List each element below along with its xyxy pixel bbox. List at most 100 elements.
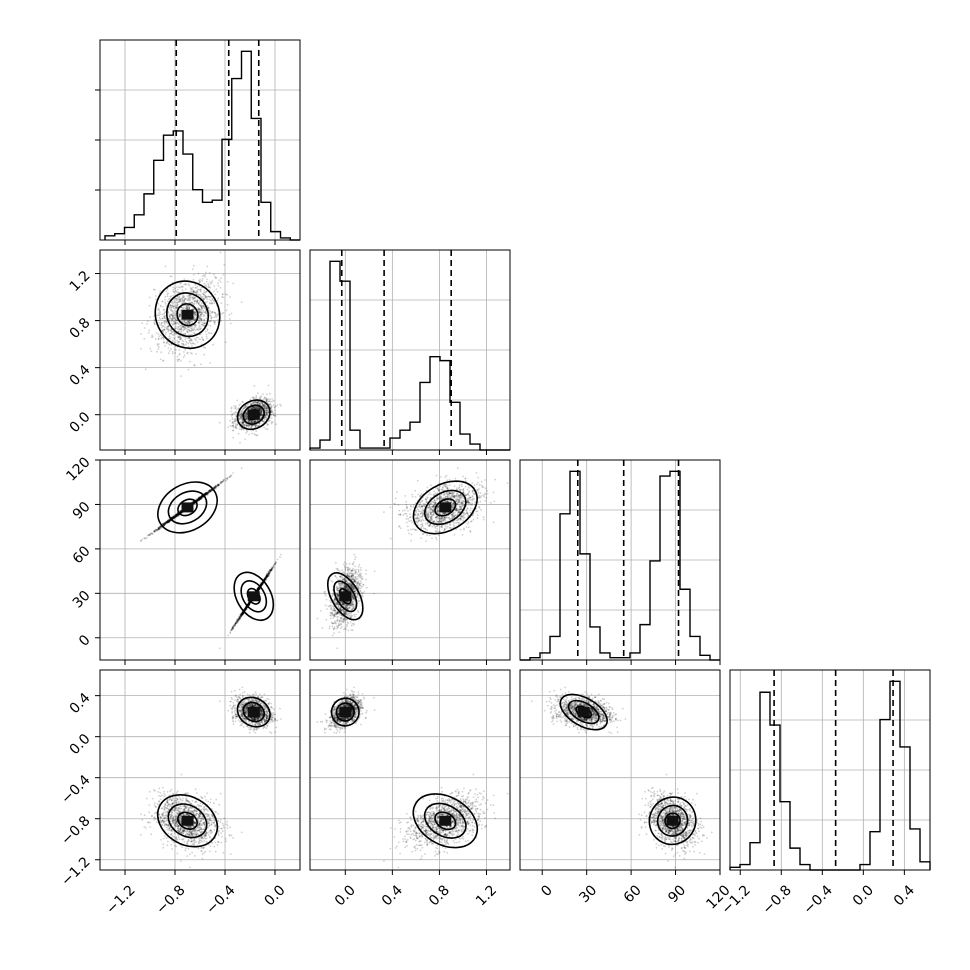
scatter-point [255,394,258,397]
scatter-point [171,312,174,314]
scatter-point [171,310,174,313]
scatter-point [226,294,229,296]
scatter-point [186,306,189,308]
scatter-point [265,399,268,402]
scatter-point [178,301,180,304]
scatter-point [171,350,174,353]
scatter-point [163,320,166,322]
scatter-point [180,342,183,345]
scatter-point [193,297,196,300]
scatter-point [211,303,213,305]
scatter-point [198,309,200,312]
scatter-point [172,330,175,333]
scatter-point [178,349,181,351]
scatter-point [218,421,221,424]
scatter-point [216,290,219,293]
scatter-point [154,338,157,341]
scatter-point [168,350,171,352]
scatter-point [172,337,175,339]
scatter-point [181,285,184,288]
scatter-point [208,286,211,289]
scatter-point [179,315,182,318]
scatter-point [193,296,196,299]
scatter-point [269,398,271,401]
scatter-point [193,501,196,504]
scatter-point [220,319,223,322]
scatter-point [232,425,234,428]
scatter-point [164,333,167,336]
scatter-point [172,317,175,319]
scatter-point [192,291,194,294]
scatter-point [239,441,241,444]
scatter-point [188,297,191,299]
scatter-point [189,295,192,298]
scatter-point [178,340,180,343]
scatter-point [251,432,254,435]
scatter-point [160,322,163,324]
scatter-point [163,341,166,344]
scatter-point [174,322,177,324]
scatter-point [200,302,203,305]
scatter-point [178,335,181,337]
scatter-point [156,343,159,346]
scatter-point [192,264,195,267]
scatter-point [205,333,208,336]
scatter-point [191,301,194,304]
scatter-point [167,347,170,349]
scatter-point [264,408,267,411]
scatter-point [172,305,175,307]
scatter-point [216,299,219,302]
scatter-point [211,311,214,314]
scatter-point [188,319,191,322]
scatter-point [182,356,185,358]
scatter-point [233,405,235,407]
scatter-point [186,307,189,310]
scatter-point [169,314,172,317]
scatter-point [162,336,165,339]
scatter-point [186,329,189,332]
scatter-point [197,329,200,331]
scatter-point [191,342,194,345]
scatter-point [174,327,177,330]
scatter-point [217,318,219,321]
scatter-point [188,306,191,309]
scatter-point [183,328,186,331]
scatter-point [166,340,169,343]
scatter-point [173,333,176,335]
scatter-point [199,289,202,292]
scatter-point [204,274,207,276]
scatter-point [188,322,191,325]
scatter-point [270,421,273,423]
scatter-point [210,302,213,305]
scatter-point [199,325,201,328]
scatter-point [240,428,243,431]
scatter-point [208,272,211,274]
scatter-point [186,319,189,322]
scatter-point [167,330,170,333]
scatter-point [143,327,146,329]
scatter-point [189,329,191,332]
scatter-point [172,291,175,293]
scatter-point [217,282,220,284]
scatter-point [274,412,276,415]
scatter-point [167,342,170,345]
scatter-point [195,302,198,305]
scatter-point [211,297,214,300]
scatter-point [211,280,214,282]
histogram-panel-0 [95,39,301,245]
scatter-point [215,276,218,279]
scatter-point [197,294,200,297]
scatter-point [161,329,164,332]
scatter-point [198,322,201,324]
scatter-point [202,346,205,349]
scatter-point [190,342,193,345]
scatter-point [213,300,216,302]
scatter-point [234,419,236,422]
scatter-point [167,325,170,328]
scatter-point [185,341,188,344]
scatter-point [172,307,175,310]
scatter-point [198,303,201,306]
scatter-point [187,321,190,323]
scatter-point [151,334,154,336]
